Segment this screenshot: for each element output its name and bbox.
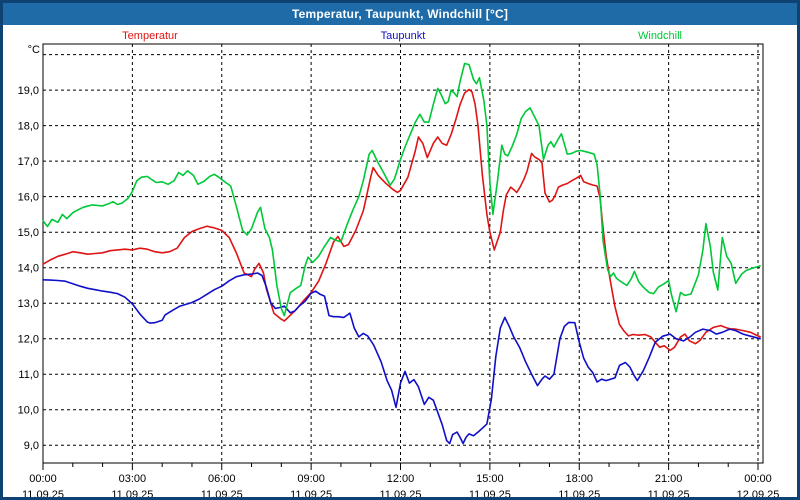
svg-text:15:00: 15:00 (476, 473, 504, 485)
svg-text:13,0: 13,0 (18, 298, 39, 310)
svg-text:18,0: 18,0 (18, 121, 39, 133)
legend-windchill: Windchill (637, 30, 683, 42)
svg-text:17,0: 17,0 (18, 156, 39, 168)
svg-text:03:00: 03:00 (119, 473, 147, 485)
svg-text:11.09.25: 11.09.25 (201, 489, 243, 500)
svg-text:11.09.25: 11.09.25 (558, 489, 600, 500)
svg-text:11.09.25: 11.09.25 (111, 489, 153, 500)
svg-text:12:00: 12:00 (387, 473, 415, 485)
svg-text:11.09.25: 11.09.25 (379, 489, 421, 500)
svg-text:00:00: 00:00 (744, 473, 772, 485)
svg-text:12,0: 12,0 (18, 334, 39, 346)
svg-text:21:00: 21:00 (655, 473, 683, 485)
svg-text:°C: °C (28, 44, 40, 56)
svg-text:00:00: 00:00 (29, 473, 57, 485)
svg-text:11.09.25: 11.09.25 (290, 489, 332, 500)
legend-temperatur: Temperatur (122, 30, 178, 42)
window-title: Temperatur, Taupunkt, Windchill [°C] (291, 7, 509, 21)
svg-text:19,0: 19,0 (18, 85, 39, 97)
title-bar: Temperatur, Taupunkt, Windchill [°C] (3, 3, 797, 25)
svg-text:10,0: 10,0 (18, 405, 39, 417)
svg-text:09:00: 09:00 (297, 473, 325, 485)
svg-text:16,0: 16,0 (18, 192, 39, 204)
svg-text:15,0: 15,0 (18, 227, 39, 239)
legend-taupunkt: Taupunkt (380, 30, 426, 42)
svg-text:11,0: 11,0 (18, 369, 39, 381)
svg-text:12.09.25: 12.09.25 (737, 489, 780, 500)
svg-text:9,0: 9,0 (24, 440, 39, 452)
svg-text:11.09.25: 11.09.25 (469, 489, 511, 500)
svg-text:11.09.25: 11.09.25 (648, 489, 690, 500)
line-chart-plot-area: 19,0 18,0 17,0 16,0 15,0 14,0 13,0 12,0 11,0 10,0… (18, 43, 780, 500)
svg-text:06:00: 06:00 (208, 473, 236, 485)
svg-text:14,0: 14,0 (18, 263, 39, 275)
svg-text:18:00: 18:00 (565, 473, 593, 485)
svg-text:11.09.25: 11.09.25 (22, 489, 64, 500)
